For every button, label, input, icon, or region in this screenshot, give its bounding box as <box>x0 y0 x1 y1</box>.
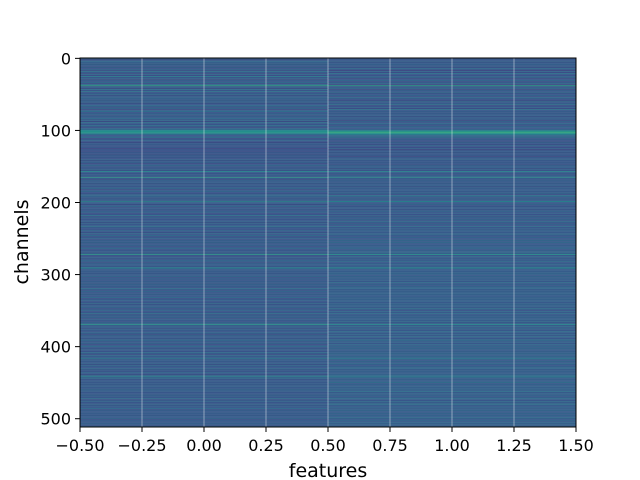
x-tick-label: 0.25 <box>248 436 284 455</box>
x-tick-label: −0.25 <box>117 436 166 455</box>
x-tick-label: 0.50 <box>310 436 346 455</box>
y-tick-label: 0 <box>61 49 71 68</box>
y-tick-label: 500 <box>40 410 71 429</box>
x-tick-label: 1.50 <box>558 436 594 455</box>
y-tick-label: 400 <box>40 338 71 357</box>
x-tick-label: 0.00 <box>186 436 222 455</box>
x-tick-label: 0.75 <box>372 436 408 455</box>
y-tick-label: 300 <box>40 266 71 285</box>
x-tick-label: −0.50 <box>55 436 104 455</box>
y-tick-label: 100 <box>40 121 71 140</box>
y-axis-ticks: 0 100 200 300 400 500 <box>40 49 80 429</box>
x-axis-label: features <box>289 460 368 480</box>
x-axis-ticks: −0.50 −0.25 0.00 0.25 0.50 0.75 1.00 1.25 1.50 <box>55 427 594 455</box>
y-axis-label: channels <box>11 199 33 284</box>
x-tick-label: 1.25 <box>496 436 532 455</box>
y-tick-label: 200 <box>40 194 71 213</box>
x-tick-label: 1.00 <box>434 436 470 455</box>
